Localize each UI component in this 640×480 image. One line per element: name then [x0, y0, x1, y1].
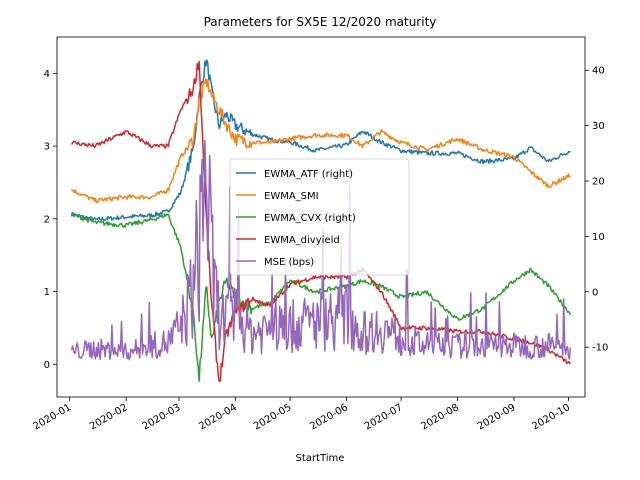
- y-left-tick-label-1: 1: [44, 287, 50, 298]
- legend-label-0: EWMA_ATF (right): [264, 169, 353, 180]
- y-right-tick-label-5: 40: [592, 66, 605, 77]
- plot-frame: [56, 36, 586, 398]
- legend-label-3: EWMA_divyield: [264, 235, 340, 246]
- y-axis-right: -10 0 10 20 30 40: [585, 66, 608, 354]
- x-tick-label-4: 2020-05: [252, 402, 294, 432]
- chart-title: Parameters for SX5E 12/2020 maturity: [204, 15, 437, 29]
- series-line-0: [70, 59, 571, 222]
- x-tick-label-2: 2020-03: [141, 402, 183, 432]
- legend: EWMA_ATF (right) EWMA_SMI EWMA_CVX (right)…: [229, 158, 410, 276]
- x-axis: 2020-01 2020-02 2020-03 2020-04 2020-05 2020-…: [32, 397, 572, 432]
- y-left-tick-label-2: 2: [44, 214, 50, 225]
- y-left-tick-label-0: 0: [44, 360, 50, 371]
- y-axis-left: 0 1 2 3 4: [44, 69, 57, 371]
- x-tick-label-7: 2020-08: [419, 402, 461, 432]
- legend-box: [229, 158, 410, 276]
- x-tick-label-0: 2020-01: [32, 402, 74, 432]
- series-layer: [70, 59, 572, 382]
- x-tick-label-6: 2020-07: [363, 402, 405, 432]
- x-tick-label-3: 2020-04: [197, 402, 239, 432]
- y-right-tick-label-4: 30: [592, 121, 605, 132]
- x-tick-label-9: 2020-10: [530, 402, 572, 432]
- legend-label-4: MSE (bps): [264, 257, 314, 268]
- y-right-tick-label-2: 10: [592, 232, 605, 243]
- y-right-tick-label-3: 20: [592, 177, 605, 188]
- x-tick-label-5: 2020-06: [308, 402, 350, 432]
- x-axis-label: StartTime: [296, 453, 345, 464]
- y-right-tick-label-0: -10: [592, 343, 608, 354]
- series-line-2: [70, 212, 572, 382]
- series-line-4: [70, 139, 572, 361]
- y-left-tick-label-4: 4: [44, 69, 50, 80]
- y-left-tick-label-3: 3: [44, 142, 50, 153]
- legend-label-2: EWMA_CVX (right): [264, 213, 356, 224]
- y-right-tick-label-1: 0: [592, 287, 598, 298]
- x-tick-label-1: 2020-02: [88, 402, 130, 432]
- legend-label-1: EWMA_SMI: [264, 191, 319, 202]
- x-tick-label-8: 2020-09: [476, 402, 518, 432]
- series-line-1: [70, 78, 571, 204]
